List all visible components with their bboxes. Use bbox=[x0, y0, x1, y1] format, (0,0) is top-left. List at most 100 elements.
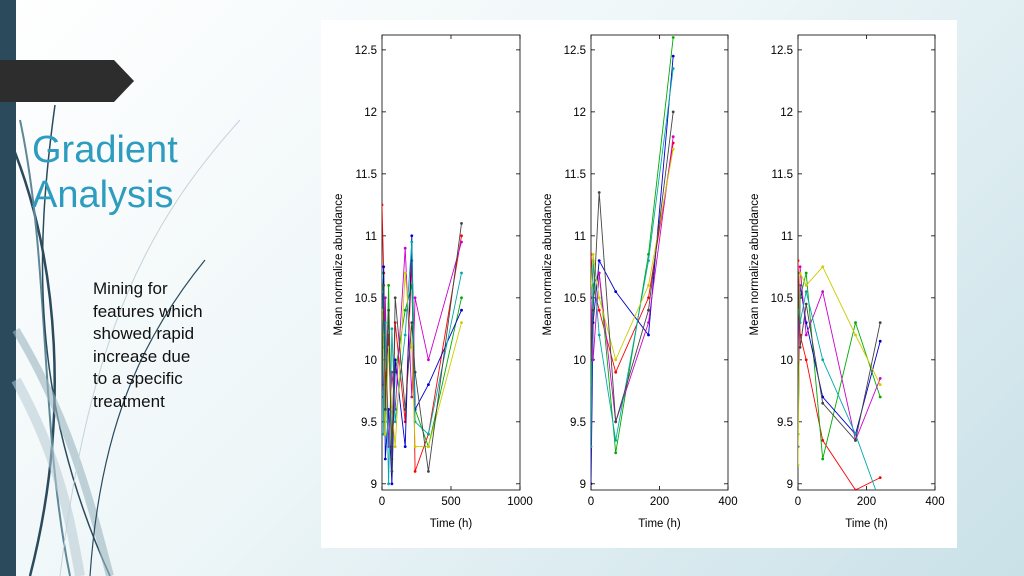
data-point bbox=[804, 358, 808, 362]
data-point bbox=[647, 333, 650, 337]
data-point bbox=[647, 321, 650, 324]
slide-title-line: Analysis bbox=[32, 174, 174, 216]
series-group bbox=[798, 259, 882, 504]
y-axis-label: Mean normalize abundance bbox=[333, 194, 345, 336]
data-point bbox=[591, 284, 593, 287]
y-tick-label: 12 bbox=[364, 107, 377, 119]
data-point bbox=[597, 191, 601, 194]
decorative-swooshes bbox=[8, 104, 241, 576]
data-point bbox=[390, 327, 394, 331]
slide-title-line: Gradient bbox=[32, 129, 178, 171]
data-point bbox=[804, 271, 808, 275]
series-group bbox=[591, 36, 675, 486]
data-point bbox=[879, 501, 882, 504]
data-point bbox=[390, 470, 394, 473]
data-point bbox=[597, 259, 601, 262]
data-point bbox=[410, 346, 414, 349]
series-line bbox=[798, 265, 881, 466]
data-point bbox=[878, 395, 882, 399]
data-point bbox=[403, 445, 407, 448]
y-axis-label: Mean normalize abundance bbox=[542, 194, 554, 336]
data-point bbox=[597, 296, 601, 300]
y-tick-label: 12.5 bbox=[355, 45, 377, 57]
data-point bbox=[647, 308, 650, 312]
data-point bbox=[798, 265, 802, 269]
data-point bbox=[382, 290, 384, 293]
data-point bbox=[427, 383, 430, 386]
body-line: increase due bbox=[93, 346, 191, 366]
data-point bbox=[591, 253, 595, 256]
data-point bbox=[390, 408, 394, 411]
data-point bbox=[413, 470, 417, 473]
data-point bbox=[393, 321, 397, 324]
data-point bbox=[413, 445, 417, 448]
data-point bbox=[597, 333, 601, 337]
data-point bbox=[804, 333, 808, 337]
data-point bbox=[427, 432, 430, 436]
x-tick-label: 500 bbox=[441, 496, 460, 508]
y-tick-label: 10 bbox=[364, 355, 377, 367]
x-axis-label: Time (h) bbox=[845, 518, 888, 530]
data-point bbox=[798, 259, 800, 262]
data-point bbox=[387, 482, 390, 486]
data-point bbox=[382, 265, 386, 269]
x-tick-label: 1000 bbox=[507, 496, 533, 508]
data-point bbox=[427, 470, 430, 473]
body-line: showed rapid bbox=[93, 324, 195, 343]
data-point bbox=[804, 302, 808, 306]
data-point bbox=[804, 290, 808, 293]
data-point bbox=[390, 482, 394, 486]
y-axis-label: Mean normalize abundance bbox=[749, 194, 761, 336]
x-tick-label: 0 bbox=[588, 496, 594, 508]
series-line bbox=[798, 272, 881, 442]
y-tick-label: 12.5 bbox=[771, 45, 793, 57]
data-point bbox=[393, 296, 397, 300]
y-tick-label: 9.5 bbox=[777, 417, 793, 429]
data-point bbox=[614, 439, 618, 442]
y-tick-label: 11 bbox=[574, 231, 586, 243]
series-line bbox=[798, 260, 881, 490]
data-point bbox=[460, 240, 463, 244]
data-point bbox=[393, 445, 397, 448]
data-point bbox=[410, 395, 414, 399]
data-point bbox=[854, 321, 857, 324]
data-point bbox=[427, 358, 430, 362]
y-tick-label: 10 bbox=[573, 355, 586, 367]
data-point bbox=[798, 271, 802, 275]
data-point bbox=[382, 284, 386, 287]
chart-1: 9 9.5 10 10.5 11 11.5 12 12.5 0 500 1000 Time (h) Me… bbox=[333, 34, 533, 530]
data-point bbox=[671, 147, 675, 151]
data-point bbox=[878, 339, 882, 343]
data-point bbox=[591, 482, 593, 486]
data-point bbox=[460, 271, 463, 275]
data-point bbox=[671, 135, 675, 139]
x-tick-label: 400 bbox=[718, 496, 737, 508]
data-point bbox=[413, 296, 417, 300]
chart-2: 9 9.5 10 10.5 11 11.5 12 12.5 0 200 400 Time (h) Mea… bbox=[542, 34, 738, 530]
series-line bbox=[591, 56, 674, 484]
data-point bbox=[614, 420, 618, 424]
chart-3: 9 9.5 10 10.5 11 11.5 12 12.5 0 200 400 Time (h) Mea… bbox=[749, 34, 945, 530]
plot-frame bbox=[590, 34, 729, 491]
y-tick-label: 9 bbox=[580, 479, 586, 491]
y-tick-label: 11.5 bbox=[355, 169, 377, 181]
data-point bbox=[427, 445, 430, 448]
data-point bbox=[854, 488, 857, 490]
series-line bbox=[591, 68, 674, 447]
series-line bbox=[591, 142, 674, 374]
y-tick-label: 11 bbox=[365, 231, 377, 243]
x-tick-label: 400 bbox=[925, 496, 944, 508]
y-tick-label: 9.5 bbox=[361, 417, 377, 429]
slide-body-text: Mining for features which showed rapid i… bbox=[93, 278, 253, 413]
data-point bbox=[614, 451, 618, 455]
data-point bbox=[671, 110, 675, 114]
data-point bbox=[821, 457, 825, 461]
y-tick-label: 12 bbox=[573, 107, 586, 119]
data-point bbox=[647, 284, 650, 287]
y-tick-label: 10.5 bbox=[355, 293, 377, 305]
data-point bbox=[383, 408, 387, 411]
series-line bbox=[591, 111, 674, 422]
data-point bbox=[798, 271, 800, 275]
x-axis-label: Time (h) bbox=[430, 518, 473, 530]
data-point bbox=[878, 321, 882, 324]
